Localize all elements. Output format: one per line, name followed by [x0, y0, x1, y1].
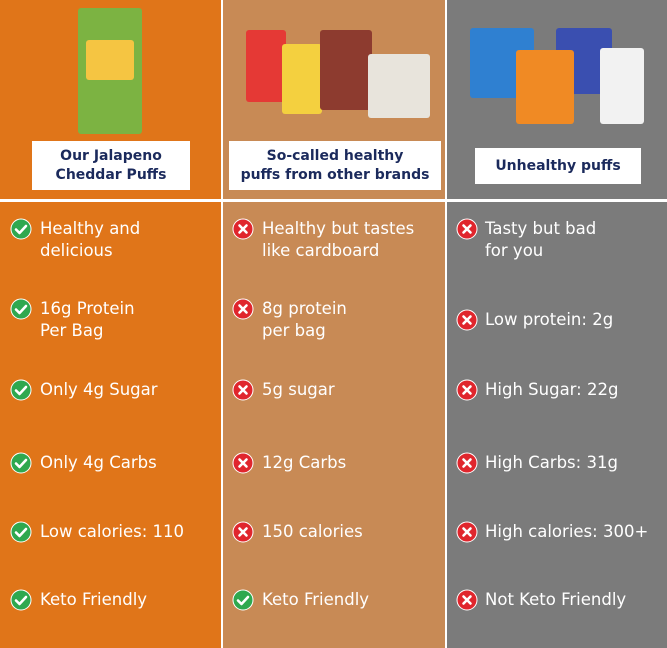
cross-icon: [456, 521, 478, 543]
text-line: 16g Protein: [40, 299, 135, 318]
cross-icon: [232, 379, 254, 401]
row-text: Only 4g Sugar: [40, 379, 158, 401]
check-icon: [10, 452, 32, 474]
row-text: Low protein: 2g: [485, 309, 613, 331]
text-line: delicious: [40, 241, 113, 260]
cross-icon: [456, 589, 478, 611]
text-line: like cardboard: [262, 241, 380, 260]
cross-icon: [456, 452, 478, 474]
row-text: Keto Friendly: [40, 589, 147, 611]
text-line: puffs from other brands: [240, 166, 430, 183]
text-line: Cheddar Puffs: [55, 166, 167, 183]
check-icon: [10, 589, 32, 611]
row-text: Healthy and delicious: [40, 218, 140, 262]
text-line: 150 calories: [262, 522, 363, 541]
text-line: 8g protein: [262, 299, 347, 318]
product-image: [600, 48, 644, 124]
product-image: [320, 30, 372, 110]
text-line: per bag: [262, 321, 326, 340]
row-text: Low calories: 110: [40, 521, 184, 543]
cross-icon: [456, 218, 478, 240]
row-text: 16g Protein Per Bag: [40, 298, 135, 342]
text-line: So-called healthy: [266, 147, 404, 164]
row-text: Only 4g Carbs: [40, 452, 157, 474]
text-line: for you: [485, 241, 544, 260]
row-text: Tasty but bad for you: [485, 218, 596, 262]
check-icon: [10, 298, 32, 320]
cross-icon: [232, 218, 254, 240]
row-text: Keto Friendly: [262, 589, 369, 611]
check-icon: [232, 589, 254, 611]
cross-icon: [456, 379, 478, 401]
text-line: Low protein: 2g: [485, 310, 614, 329]
check-icon: [10, 218, 32, 240]
text-line: Per Bag: [40, 321, 104, 340]
divider: [0, 199, 667, 202]
divider: [221, 0, 223, 648]
text-line: Healthy and: [40, 219, 141, 238]
product-image: [368, 54, 430, 118]
product-image: [246, 30, 286, 102]
cross-icon: [456, 309, 478, 331]
text-line: 12g Carbs: [262, 453, 347, 472]
text-line: High calories: 300+: [485, 522, 649, 541]
text-line: Only 4g Carbs: [40, 453, 157, 472]
row-text: Not Keto Friendly: [485, 589, 626, 611]
row-text: High Carbs: 31g: [485, 452, 618, 474]
text-line: Tasty but bad: [485, 219, 597, 238]
text-line: 5g sugar: [262, 380, 335, 399]
product-image: [516, 50, 574, 124]
product-image: [282, 44, 322, 114]
row-text: High Sugar: 22g: [485, 379, 618, 401]
row-text: High calories: 300+: [485, 521, 648, 543]
divider: [445, 0, 447, 648]
cross-icon: [232, 521, 254, 543]
column-header: So-called healthy puffs from other brands: [229, 141, 441, 190]
text-line: Not Keto Friendly: [485, 590, 627, 609]
text-line: Only 4g Sugar: [40, 380, 158, 399]
cross-icon: [232, 452, 254, 474]
row-text: 5g sugar: [262, 379, 335, 401]
column-header: Unhealthy puffs: [475, 148, 641, 184]
text-line: High Sugar: 22g: [485, 380, 619, 399]
text-line: Low calories: 110: [40, 522, 185, 541]
row-text: 150 calories: [262, 521, 363, 543]
text-line: Unhealthy puffs: [495, 157, 621, 174]
text-line: Our Jalapeno: [60, 147, 162, 164]
row-text: 12g Carbs: [262, 452, 346, 474]
product-image: [86, 40, 134, 80]
column-header: Our Jalapeno Cheddar Puffs: [32, 141, 190, 190]
row-text: 8g protein per bag: [262, 298, 347, 342]
row-text: Healthy but tastes like cardboard: [262, 218, 414, 262]
text-line: Healthy but tastes: [262, 219, 415, 238]
text-line: Keto Friendly: [40, 590, 148, 609]
text-line: High Carbs: 31g: [485, 453, 618, 472]
text-line: Keto Friendly: [262, 590, 370, 609]
cross-icon: [232, 298, 254, 320]
check-icon: [10, 521, 32, 543]
check-icon: [10, 379, 32, 401]
